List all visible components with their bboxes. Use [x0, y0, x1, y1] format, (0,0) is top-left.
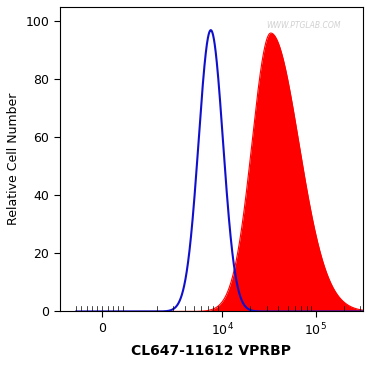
- Text: WWW.PTGLAB.COM: WWW.PTGLAB.COM: [266, 21, 340, 30]
- Y-axis label: Relative Cell Number: Relative Cell Number: [7, 93, 20, 226]
- X-axis label: CL647-11612 VPRBP: CL647-11612 VPRBP: [131, 344, 292, 358]
